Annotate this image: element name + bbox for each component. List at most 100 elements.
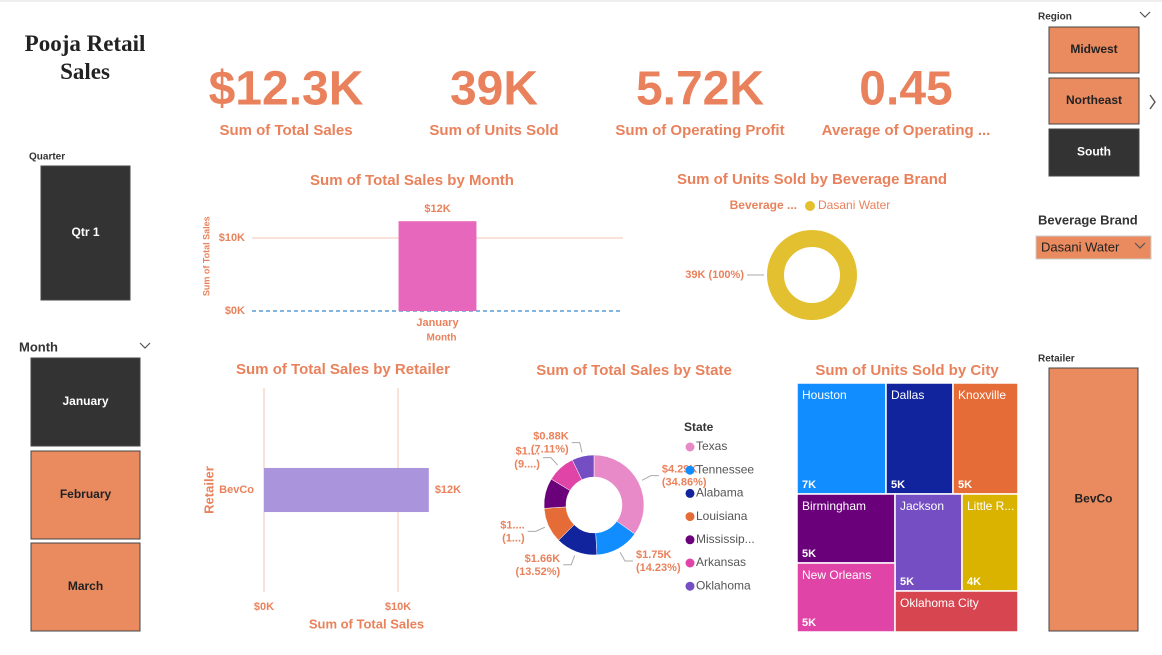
slicer-item: Qtr 1 — [71, 225, 99, 239]
legend-label: Alabama — [696, 486, 744, 500]
leader-line — [527, 526, 546, 532]
chart-title: Sum of Total Sales by Retailer — [236, 361, 450, 378]
data-label: 39K (100%) — [685, 269, 744, 281]
legend-label: Louisiana — [696, 509, 748, 523]
y-axis-label: Sum of Total Sales — [201, 216, 211, 296]
tile-label: Birmingham — [802, 499, 866, 513]
slicer-title: Month — [19, 339, 58, 354]
slicer-item: March — [68, 579, 103, 593]
slicer-item: BevCo — [1074, 492, 1112, 506]
legend-label: Arkansas — [696, 555, 746, 569]
legend-label: Tennessee — [696, 462, 754, 476]
legend-swatch — [685, 488, 695, 498]
x-tick-label: $0K — [254, 601, 274, 613]
report-title: Pooja Retail Sales — [24, 31, 146, 84]
leader-line — [641, 475, 659, 481]
legend-swatch — [685, 581, 695, 591]
legend-label: Oklahoma — [696, 578, 751, 592]
card-label: Sum of Total Sales — [219, 122, 352, 139]
data-label: $12K — [435, 484, 461, 496]
legend-swatch — [805, 201, 815, 211]
slicer-item: South — [1077, 145, 1111, 159]
slicer-tile[interactable] — [1048, 367, 1139, 632]
treemap-tile — [961, 493, 1019, 592]
tile-value: 5K — [802, 617, 816, 629]
dropdown-chevron[interactable] — [1139, 11, 1151, 18]
tile-value: 4K — [967, 576, 981, 588]
y-tick-label: BevCo — [219, 484, 254, 496]
slicer-title: Quarter — [29, 152, 65, 163]
slicer-tile[interactable] — [1048, 128, 1140, 177]
leader-line — [542, 457, 559, 466]
slicer-tile[interactable] — [40, 165, 131, 301]
slicer-title: Beverage Brand — [1038, 212, 1138, 227]
legend-swatch — [685, 535, 695, 545]
slicer-item: Midwest — [1070, 42, 1117, 56]
tile-value: 7K — [802, 479, 816, 491]
slicer-title: Retailer — [1038, 354, 1075, 365]
card-label: Average of Operating ... — [822, 122, 991, 139]
card-value: 0.45 — [859, 63, 952, 116]
tile-label: Jackson — [900, 499, 944, 513]
card-value: 5.72K — [636, 63, 764, 116]
dropdown-chevron[interactable] — [139, 342, 151, 349]
slicer-item: February — [60, 487, 112, 501]
treemap-tile — [894, 590, 1019, 633]
tile-value: 5K — [802, 548, 816, 560]
y-axis-label: Retailer — [201, 466, 216, 514]
treemap-tile — [885, 382, 954, 495]
y-tick-label: $10K — [219, 232, 245, 244]
legend-swatch — [685, 465, 695, 475]
card-value: $12.3K — [209, 63, 364, 116]
donut-slice — [767, 230, 857, 320]
x-axis-label: Month — [427, 333, 457, 344]
slicer-tile[interactable] — [1048, 26, 1140, 74]
bar — [264, 467, 429, 513]
slicer-title: Region — [1038, 12, 1072, 23]
x-tick-label: $10K — [385, 601, 411, 613]
slicer-tile[interactable] — [1048, 77, 1140, 125]
legend-title: State — [684, 420, 714, 434]
tile-label: Dallas — [891, 388, 924, 402]
dropdown[interactable] — [1035, 235, 1152, 260]
data-label: $1.... (9....) — [514, 446, 540, 471]
data-label: $12K — [424, 203, 450, 215]
slicer-tile[interactable] — [30, 450, 141, 540]
leader-line — [571, 442, 583, 453]
legend-label: Texas — [696, 439, 727, 453]
dropdown-chevron[interactable] — [1134, 242, 1146, 249]
dropdown-value: Dasani Water — [1041, 239, 1120, 254]
legend-swatch — [685, 512, 695, 522]
data-label: $1.... (1...) — [500, 519, 525, 544]
tile-label: Knoxville — [958, 388, 1006, 402]
slicer-item: Northeast — [1066, 93, 1122, 107]
tile-value: 5K — [958, 479, 972, 491]
tile-label: Oklahoma City — [900, 596, 979, 610]
tile-label: Little R... — [967, 499, 1014, 513]
treemap-tile — [952, 382, 1019, 495]
data-label: $0.88K (7.11%) — [531, 431, 569, 456]
tile-value: 5K — [900, 576, 914, 588]
slicer-tile[interactable] — [30, 357, 141, 447]
card-value: 39K — [450, 63, 538, 116]
card-label: Sum of Units Sold — [429, 122, 558, 139]
slicer-tile[interactable] — [30, 542, 141, 632]
donut-slice — [593, 454, 645, 535]
x-tick-label: January — [416, 317, 459, 329]
tile-label: New Orleans — [802, 568, 871, 582]
card-label: Sum of Operating Profit — [615, 122, 784, 139]
data-label: $1.75K (14.23%) — [636, 549, 681, 574]
data-label: $1.66K (13.52%) — [516, 553, 561, 578]
bar — [398, 221, 477, 311]
x-axis-label: Sum of Total Sales — [309, 616, 424, 631]
legend-title: Beverage ... — [730, 198, 797, 212]
page-arrow[interactable] — [1149, 94, 1156, 110]
slicer-item: January — [62, 394, 108, 408]
leader-line — [619, 552, 633, 562]
chart-title: Sum of Units Sold by City — [815, 362, 999, 379]
legend-swatch — [685, 442, 695, 452]
legend-swatch — [685, 558, 695, 568]
leader-line — [563, 555, 576, 566]
